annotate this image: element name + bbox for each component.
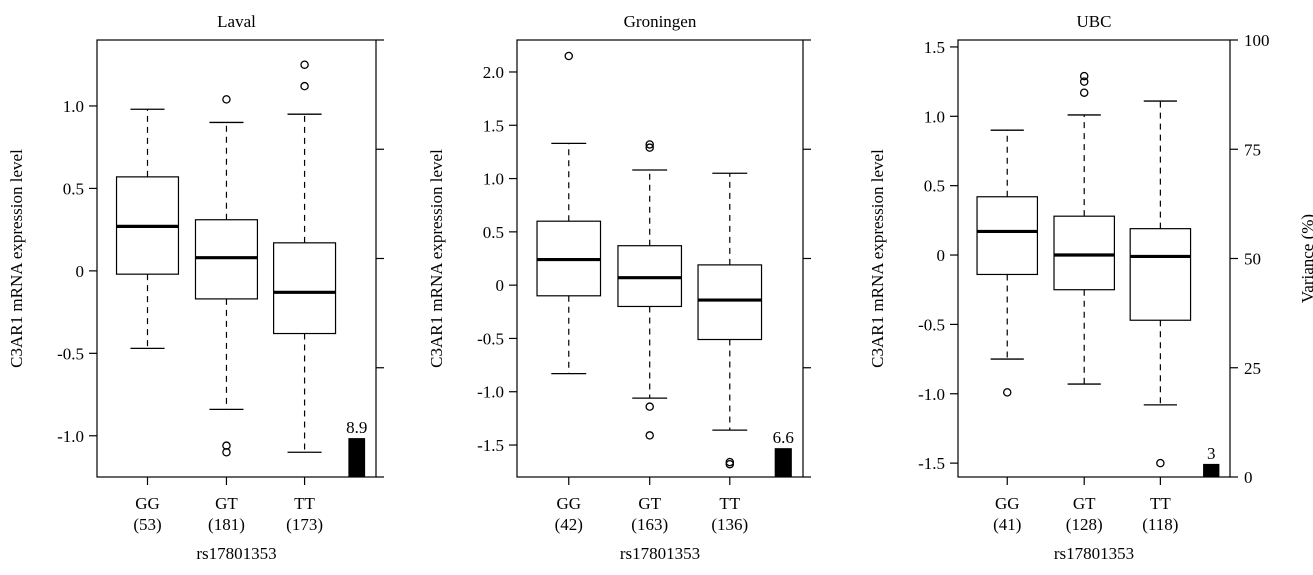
variance-bar bbox=[774, 448, 792, 477]
y-tick-label: 0 bbox=[76, 262, 85, 281]
variance-bar bbox=[348, 438, 366, 477]
x-tick-label: GG bbox=[995, 494, 1020, 513]
outlier-point bbox=[645, 402, 654, 411]
box-tt bbox=[273, 60, 337, 453]
outlier-point bbox=[645, 143, 654, 152]
y-tick-label: 1.0 bbox=[483, 170, 504, 189]
y-axis-label: C3AR1 mRNA expression level bbox=[7, 149, 26, 368]
y-tick-label: 2.0 bbox=[483, 63, 504, 82]
outlier-point bbox=[564, 51, 574, 61]
variance-label: 8.9 bbox=[346, 418, 367, 437]
outlier-point bbox=[222, 95, 231, 104]
y2-tick-label: 0 bbox=[1244, 468, 1253, 487]
y-axis-label: C3AR1 mRNA expression level bbox=[427, 149, 446, 368]
x-axis-label: rs17801353 bbox=[1054, 544, 1134, 563]
box-body bbox=[697, 264, 763, 341]
sample-count-label: (136) bbox=[711, 515, 748, 534]
outlier-point bbox=[1079, 88, 1089, 97]
y2-tick-label: 100 bbox=[1244, 31, 1270, 50]
outlier-point bbox=[300, 60, 309, 69]
box-gg bbox=[536, 51, 602, 375]
sample-count-label: (41) bbox=[993, 515, 1021, 534]
variance-label: 6.6 bbox=[773, 428, 794, 447]
y-axis-label: C3AR1 mRNA expression level bbox=[868, 149, 887, 368]
x-tick-label: GG bbox=[135, 494, 160, 513]
outlier-point bbox=[1156, 458, 1165, 468]
panel-groningen: Groningen -1.5 -1.0 -0.5 0 0.5 1.0 1.5 2.0 C3AR1 … bbox=[427, 12, 811, 563]
box-tt bbox=[697, 172, 763, 469]
y-tick-label: -1.0 bbox=[477, 383, 504, 402]
y2-axis-label: Variance (%) bbox=[1298, 214, 1313, 303]
x-axis-label: rs17801353 bbox=[196, 544, 276, 563]
sample-count-label: (181) bbox=[208, 515, 245, 534]
sample-count-label: (53) bbox=[133, 515, 161, 534]
y-tick-label: 1.0 bbox=[924, 107, 945, 126]
y-tick-label: -1.0 bbox=[57, 427, 84, 446]
outlier-point bbox=[645, 140, 654, 149]
box-gg bbox=[115, 108, 180, 350]
sample-count-label: (42) bbox=[555, 515, 583, 534]
panel-laval: Laval -1.0 -0.5 0 0.5 1.0 C3AR1 mRNA expressio… bbox=[7, 12, 384, 563]
y-tick-label: -1.0 bbox=[918, 385, 945, 404]
y-tick-label: -0.5 bbox=[477, 329, 504, 348]
outlier-point bbox=[1079, 71, 1089, 81]
y-tick-label: 0 bbox=[496, 276, 505, 295]
panel-title: Groningen bbox=[624, 12, 697, 31]
box-body bbox=[976, 196, 1039, 276]
variance-bar bbox=[1203, 463, 1220, 477]
y-tick-label: 0.5 bbox=[924, 177, 945, 196]
box-body bbox=[194, 219, 259, 300]
outlier-point bbox=[645, 431, 654, 440]
y-tick-label: 0.5 bbox=[483, 223, 504, 242]
x-tick-label: GG bbox=[556, 494, 581, 513]
panel-title: UBC bbox=[1077, 12, 1112, 31]
x-tick-label: TT bbox=[719, 494, 740, 513]
outlier-point bbox=[1079, 77, 1089, 86]
y-tick-label: 0 bbox=[937, 246, 946, 265]
sample-count-label: (163) bbox=[631, 515, 668, 534]
y-tick-label: -0.5 bbox=[57, 344, 84, 363]
x-tick-label: GT bbox=[1073, 494, 1096, 513]
x-tick-label: GT bbox=[638, 494, 661, 513]
box-tt bbox=[1129, 100, 1192, 468]
outlier-point bbox=[222, 448, 231, 457]
y-tick-label: 0.5 bbox=[63, 179, 84, 198]
box-body bbox=[1129, 228, 1192, 321]
box-gt bbox=[617, 140, 683, 440]
box-gt bbox=[194, 95, 259, 457]
sample-count-label: (118) bbox=[1142, 515, 1178, 534]
panel-title: Laval bbox=[217, 12, 256, 31]
y-tick-label: 1.5 bbox=[483, 116, 504, 135]
y-tick-label: -1.5 bbox=[918, 454, 945, 473]
x-tick-label: TT bbox=[294, 494, 315, 513]
sample-count-label: (173) bbox=[286, 515, 323, 534]
box-body bbox=[1053, 215, 1115, 291]
variance-label: 3 bbox=[1207, 444, 1216, 463]
y-tick-label: -0.5 bbox=[918, 315, 945, 334]
outlier-point bbox=[725, 459, 735, 469]
box-body bbox=[273, 242, 337, 335]
y-tick-label: 1.5 bbox=[924, 38, 945, 57]
outlier-point bbox=[300, 81, 309, 91]
y2-tick-label: 50 bbox=[1244, 250, 1261, 269]
outlier-point bbox=[1002, 388, 1012, 397]
panel-ubc: UBC -1.5 -1.0 -0.5 0 0.5 1.0 1.5 0 25 50 75 100 C3AR1… bbox=[868, 12, 1313, 563]
y2-tick-label: 75 bbox=[1244, 140, 1261, 159]
x-tick-label: GT bbox=[215, 494, 238, 513]
y-tick-label: -1.5 bbox=[477, 436, 504, 455]
y-tick-label: 1.0 bbox=[63, 97, 84, 116]
box-gg bbox=[976, 129, 1039, 397]
x-axis-label: rs17801353 bbox=[620, 544, 700, 563]
y2-tick-label: 25 bbox=[1244, 359, 1261, 378]
sample-count-label: (128) bbox=[1066, 515, 1103, 534]
box-gt bbox=[1053, 71, 1115, 385]
x-tick-label: TT bbox=[1150, 494, 1171, 513]
